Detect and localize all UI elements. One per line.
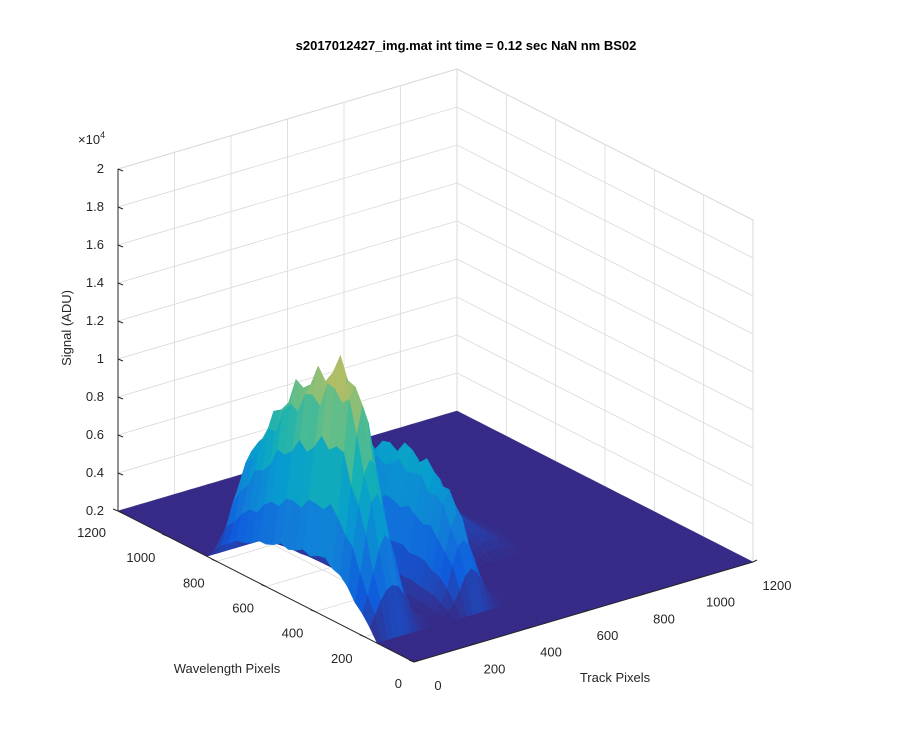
z-tick-label: 1.2	[86, 313, 104, 328]
x-tick-mark	[752, 559, 758, 563]
z-tick-mark	[117, 396, 124, 400]
x-tick-mark	[470, 642, 475, 646]
grid-line	[117, 334, 754, 487]
y-axis-label: Wavelength Pixels	[174, 661, 281, 676]
x-tick-label: 200	[484, 661, 506, 676]
y-tick-mark	[211, 558, 217, 562]
x-tick-mark	[696, 576, 701, 580]
x-tick-label: 400	[540, 645, 562, 660]
y-tick-mark	[260, 584, 267, 587]
y-tick-mark	[408, 659, 415, 663]
z-tick-label: 1	[97, 351, 104, 366]
y-tick-mark	[112, 508, 119, 512]
grid-line	[117, 68, 754, 221]
x-tick-label: 600	[597, 628, 619, 643]
axes	[112, 168, 758, 663]
z-tick-mark	[117, 434, 124, 438]
x-tick-label: 800	[653, 611, 675, 626]
x-tick-mark	[526, 626, 532, 630]
z-tick-label: 1.4	[86, 275, 104, 290]
z-tick-label: 2	[97, 161, 104, 176]
x-tick-mark	[583, 609, 588, 613]
y-tick-mark	[310, 609, 316, 613]
y-tick-label: 200	[331, 651, 353, 666]
x-tick-mark	[413, 659, 419, 663]
z-exponent-power: 4	[100, 130, 105, 140]
y-tick-mark	[359, 634, 365, 638]
y-tick-label: 0	[395, 676, 402, 691]
z-tick-mark	[117, 320, 124, 324]
tick-labels: 0200400600800100012000200400600800100012…	[77, 161, 791, 693]
grid-line	[117, 106, 754, 259]
y-tick-mark	[162, 533, 168, 537]
x-tick-mark	[639, 592, 645, 596]
y-tick-label: 400	[282, 626, 304, 641]
grid-line	[117, 296, 754, 449]
x-axis-label: Track Pixels	[580, 670, 651, 685]
z-axis-label: Signal (ADU)	[59, 290, 74, 366]
chart-title: s2017012427_img.mat int time = 0.12 sec …	[296, 38, 637, 53]
y-tick-label: 1200	[77, 525, 106, 540]
z-tick-mark	[117, 510, 124, 514]
z-tick-mark	[117, 358, 124, 362]
z-exponent-label: ×104	[78, 130, 105, 147]
z-tick-label: 1.8	[86, 199, 104, 214]
z-tick-label: 0.2	[86, 503, 104, 518]
y-tick-label: 1000	[126, 550, 155, 565]
z-tick-label: 1.6	[86, 237, 104, 252]
z-tick-label: 0.6	[86, 427, 104, 442]
z-tick-mark	[117, 168, 124, 172]
grid-line	[117, 258, 754, 411]
grid-line	[117, 144, 754, 297]
grid-line	[117, 372, 754, 525]
x-tick-label: 1200	[763, 578, 792, 593]
x-tick-label: 0	[434, 678, 441, 693]
z-tick-label: 0.4	[86, 465, 104, 480]
z-tick-mark	[117, 472, 124, 476]
y-tick-label: 600	[232, 601, 254, 616]
z-tick-label: 0.8	[86, 389, 104, 404]
grid-line	[117, 220, 754, 373]
surface	[117, 354, 754, 663]
z-tick-mark	[117, 206, 124, 210]
x-tick-label: 1000	[706, 595, 735, 610]
grid-line	[117, 182, 754, 335]
z-exponent-base: ×10	[78, 132, 100, 147]
z-tick-mark	[117, 282, 124, 286]
z-tick-mark	[117, 244, 124, 248]
y-tick-label: 800	[183, 575, 205, 590]
